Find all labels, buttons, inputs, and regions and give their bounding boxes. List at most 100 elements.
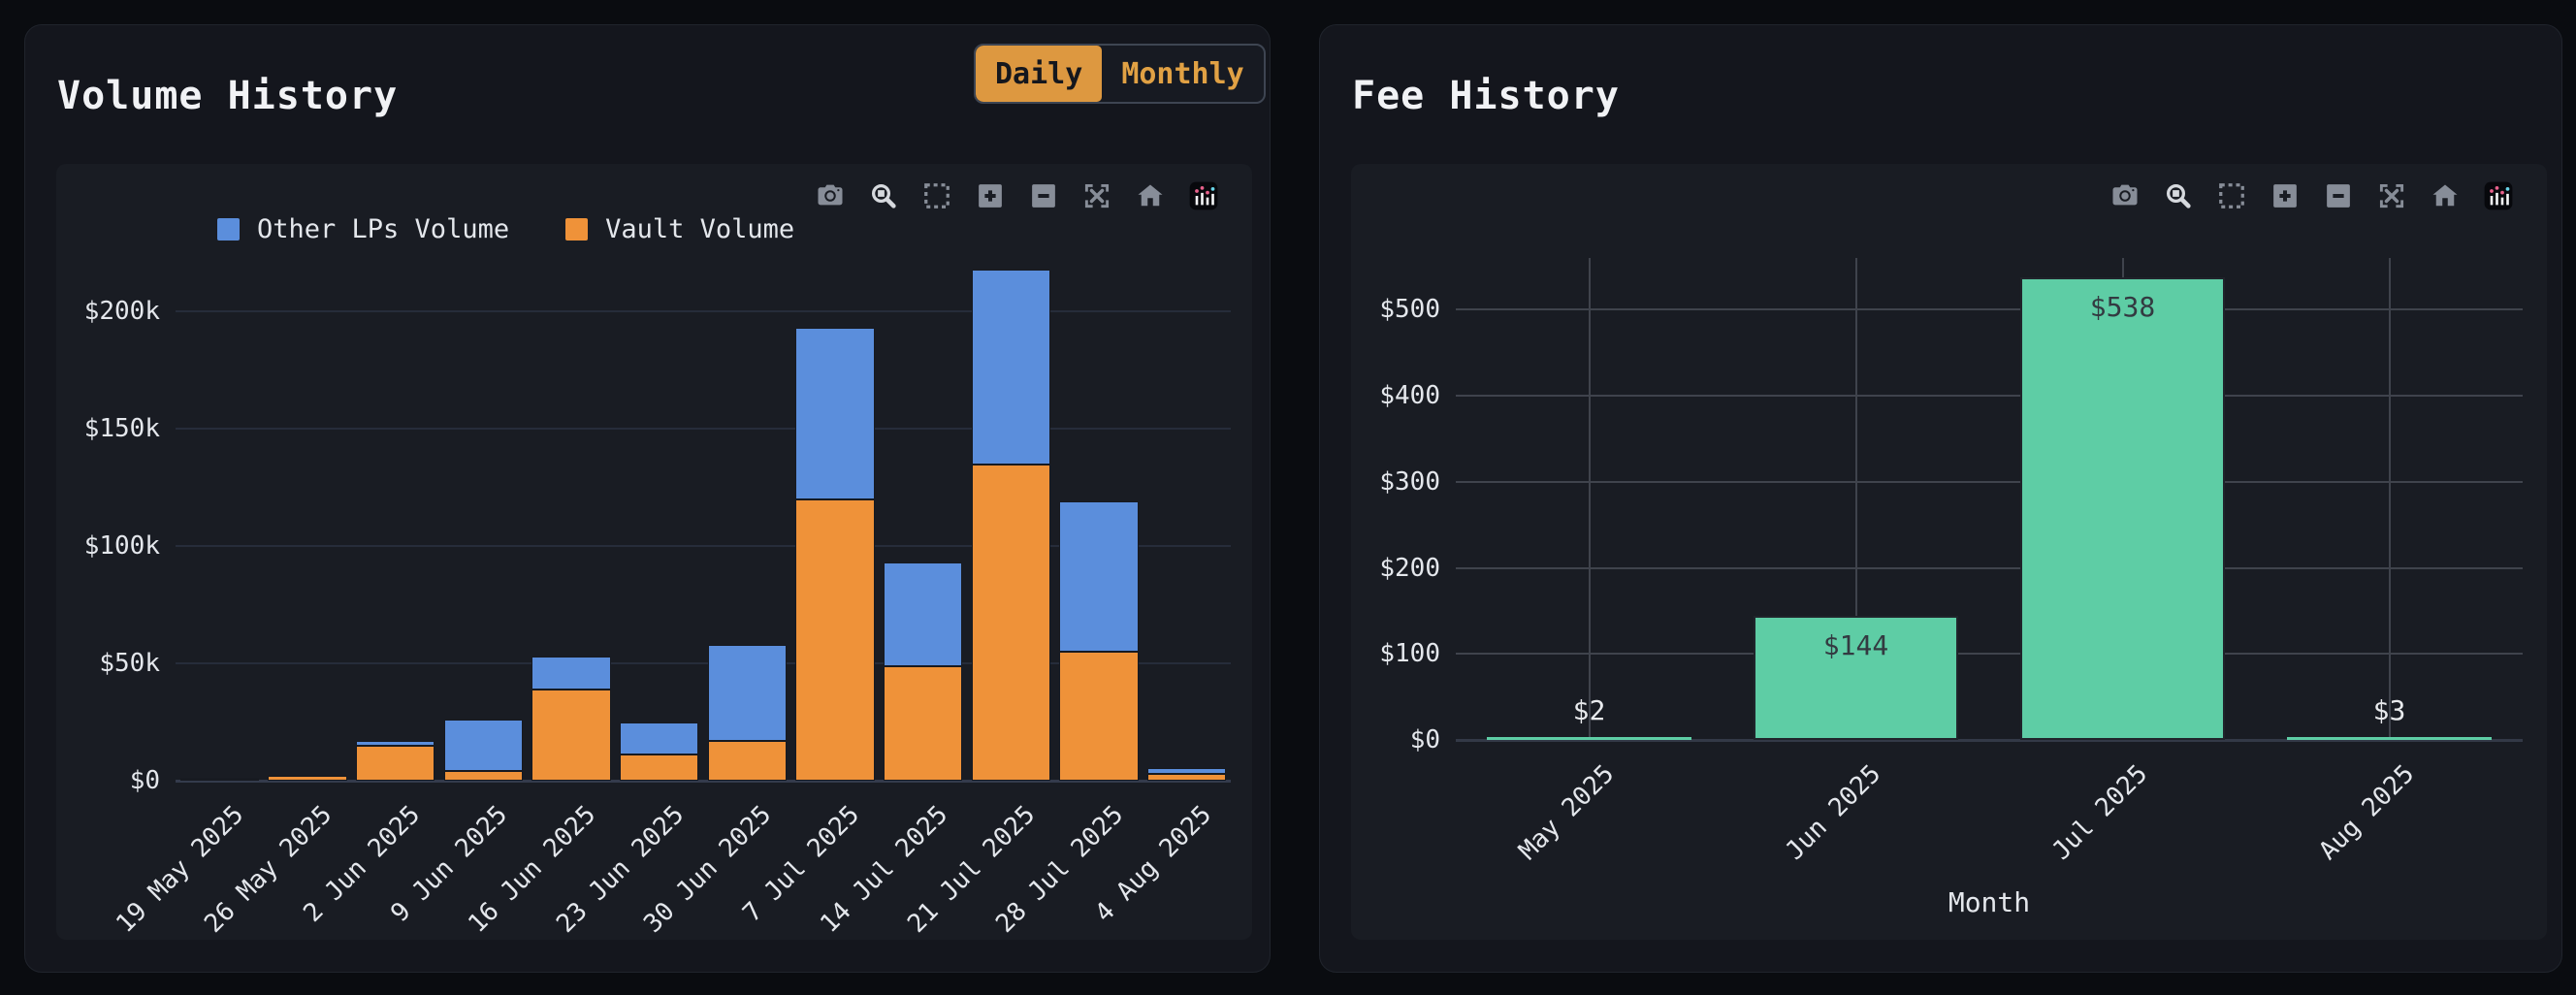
- bar-value-label: $144: [1822, 629, 1889, 662]
- volume-chart-area: Other LPs Volume Vault Volume $0 $50k $100k…: [56, 164, 1252, 940]
- bar-segment-other-lps-volume[interactable]: [971, 269, 1051, 465]
- zoom-button[interactable]: [868, 181, 899, 212]
- bar-segment-other-lps-volume[interactable]: [883, 562, 963, 666]
- zoom-in-button[interactable]: [975, 181, 1006, 212]
- autoscale-button[interactable]: [1081, 181, 1112, 212]
- bar-segment-other-lps-volume[interactable]: [1059, 501, 1139, 653]
- fee-modebar: [2109, 181, 2514, 212]
- y-tick-label: $50k: [99, 649, 160, 679]
- volume-modebar: [815, 181, 1219, 212]
- bar-segment-vault-volume[interactable]: [179, 779, 260, 782]
- fee-chart-area: $0 $100 $200 $300 $400 $500 $2 $144 $538 $3 May 20…: [1351, 164, 2547, 940]
- bar-segment-vault-volume[interactable]: [1146, 773, 1227, 781]
- autoscale-icon: [2377, 181, 2406, 213]
- vertical-gridline: [1588, 258, 1591, 740]
- x-tick-label: Jul 2025: [2045, 759, 2153, 866]
- fee-history-panel: Fee History $0 $100 $200 $300 $400 $500 $2 $144…: [1319, 24, 2562, 973]
- fee-bar[interactable]: [1753, 616, 1959, 740]
- bar-segment-vault-volume[interactable]: [619, 754, 699, 781]
- y-tick-label: $100: [1379, 639, 1440, 669]
- zoom-out-button[interactable]: [2323, 181, 2354, 212]
- box-select-icon: [922, 181, 951, 213]
- x-axis-baseline: [176, 780, 1231, 783]
- bar-segment-vault-volume[interactable]: [707, 740, 788, 781]
- x-axis-title: Month: [1948, 886, 2031, 918]
- camera-button[interactable]: [2109, 181, 2141, 212]
- fee-bar[interactable]: [1486, 737, 1692, 740]
- zoom-out-button[interactable]: [1028, 181, 1059, 212]
- y-tick-label: $150k: [83, 414, 160, 444]
- fee-panel-title: Fee History: [1352, 74, 1620, 118]
- y-tick-label: $0: [1409, 725, 1440, 754]
- bar-value-label: $2: [1572, 694, 1606, 726]
- bar-segment-other-lps-volume[interactable]: [1146, 768, 1227, 774]
- gridline: [1456, 308, 2523, 311]
- y-tick-label: $300: [1379, 466, 1440, 497]
- bar-segment-other-lps-volume[interactable]: [531, 656, 611, 690]
- box-select-icon: [2217, 181, 2246, 213]
- legend-item-other-lps-volume[interactable]: Other LPs Volume: [217, 214, 509, 244]
- bar-segment-other-lps-volume[interactable]: [268, 774, 347, 777]
- bar-value-label: $3: [2372, 694, 2406, 726]
- volume-legend: Other LPs Volume Vault Volume: [217, 214, 794, 244]
- bar-segment-vault-volume[interactable]: [883, 665, 963, 781]
- toggle-daily-button[interactable]: Daily: [976, 46, 1103, 102]
- plotly-logo-icon: [1189, 181, 1218, 213]
- zoom-icon: [2164, 181, 2193, 213]
- bar-segment-vault-volume[interactable]: [1059, 652, 1139, 781]
- bar-segment-other-lps-volume[interactable]: [707, 644, 788, 741]
- bar-segment-other-lps-volume[interactable]: [443, 720, 524, 772]
- legend-swatch: [217, 218, 240, 241]
- zoom-in-icon: [2270, 181, 2300, 213]
- camera-button[interactable]: [815, 181, 846, 212]
- interval-toggle: Daily Monthly: [974, 44, 1266, 104]
- home-button[interactable]: [2430, 181, 2461, 212]
- gridline: [176, 310, 1231, 313]
- bar-segment-vault-volume[interactable]: [268, 776, 347, 781]
- autoscale-button[interactable]: [2376, 181, 2407, 212]
- volume-history-panel: Volume History Daily Monthly Other LPs V…: [24, 24, 1271, 973]
- box-select-button[interactable]: [921, 181, 952, 212]
- gridline: [1456, 653, 2523, 656]
- y-tick-label: $500: [1379, 295, 1440, 325]
- volume-panel-title: Volume History: [57, 74, 399, 118]
- gridline: [1456, 480, 2523, 483]
- toggle-monthly-button[interactable]: Monthly: [1102, 46, 1263, 102]
- home-icon: [2431, 181, 2460, 213]
- plotly-logo-button[interactable]: [2483, 181, 2514, 212]
- y-tick-label: $100k: [83, 531, 160, 562]
- zoom-button[interactable]: [2163, 181, 2194, 212]
- bar-segment-vault-volume[interactable]: [795, 498, 875, 781]
- bar-segment-other-lps-volume[interactable]: [795, 328, 875, 499]
- x-tick-label: May 2025: [1512, 759, 1620, 866]
- vertical-gridline: [2388, 258, 2391, 740]
- bar-segment-other-lps-volume[interactable]: [355, 740, 435, 746]
- bar-segment-vault-volume[interactable]: [355, 745, 435, 781]
- bar-segment-vault-volume[interactable]: [531, 689, 611, 781]
- home-button[interactable]: [1135, 181, 1166, 212]
- y-tick-label: $400: [1379, 381, 1440, 410]
- bar-segment-vault-volume[interactable]: [443, 771, 524, 781]
- y-tick-label: $200k: [83, 297, 160, 327]
- fee-bar[interactable]: [2019, 276, 2226, 740]
- plotly-logo-button[interactable]: [1188, 181, 1219, 212]
- legend-label: Vault Volume: [605, 214, 795, 244]
- camera-icon: [816, 181, 845, 213]
- vertical-gridline: [1854, 258, 1857, 740]
- legend-item-vault-volume[interactable]: Vault Volume: [565, 214, 794, 244]
- zoom-in-button[interactable]: [2270, 181, 2301, 212]
- box-select-button[interactable]: [2216, 181, 2247, 212]
- home-icon: [1136, 181, 1165, 213]
- fee-bar[interactable]: [2286, 737, 2493, 740]
- bar-segment-other-lps-volume[interactable]: [619, 722, 699, 755]
- autoscale-icon: [1082, 181, 1111, 213]
- zoom-in-icon: [976, 181, 1005, 213]
- gridline: [176, 428, 1231, 431]
- bar-segment-vault-volume[interactable]: [971, 464, 1051, 781]
- x-tick-label: Jun 2025: [1779, 759, 1886, 866]
- bar-segment-other-lps-volume[interactable]: [179, 777, 260, 780]
- x-tick-label: Aug 2025: [2312, 759, 2420, 866]
- zoom-icon: [869, 181, 898, 213]
- gridline: [176, 662, 1231, 665]
